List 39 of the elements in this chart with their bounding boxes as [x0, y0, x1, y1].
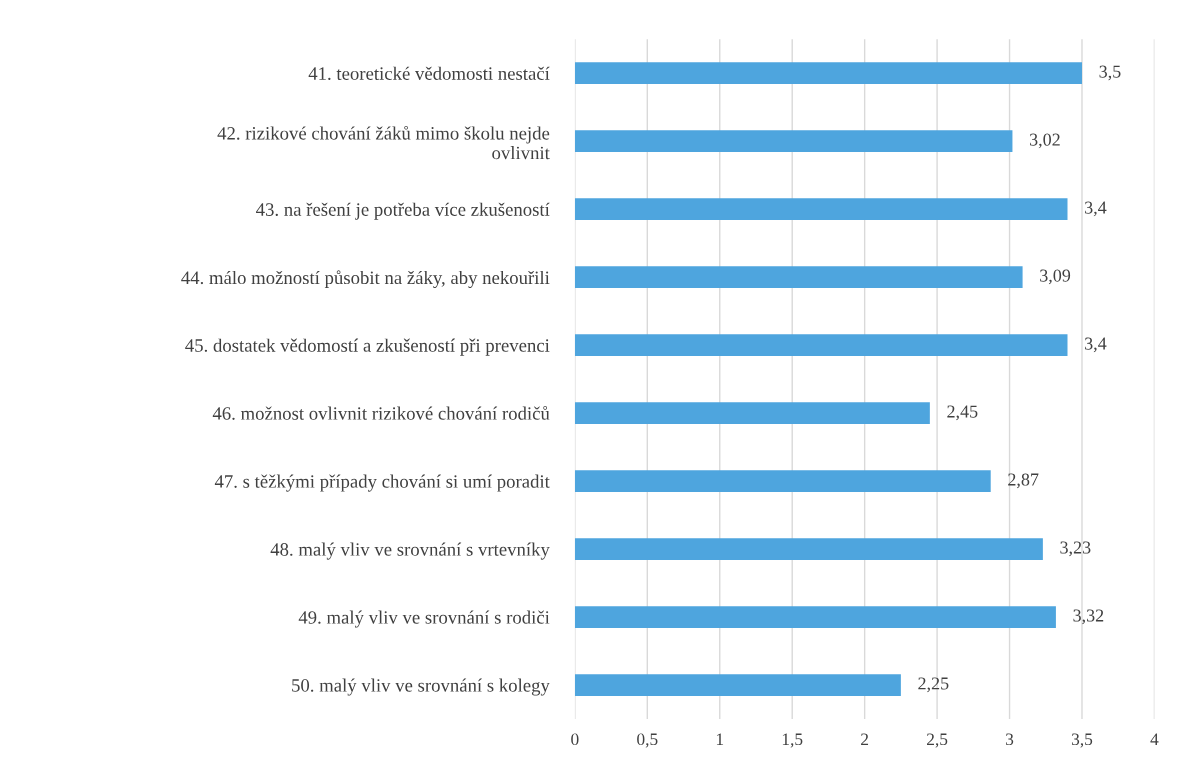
data-label: 3,4	[1085, 201, 1107, 217]
data-label: 2,25	[918, 677, 949, 693]
data-label: 3,4	[1085, 337, 1107, 353]
data-label: 3,09	[1040, 269, 1071, 285]
bar	[574, 62, 1082, 85]
data-label: 3,23	[1060, 541, 1091, 557]
x-tick-label: 1,5	[782, 733, 803, 748]
y-tick-label: 50. malý vliv ve srovnání s kolegy	[292, 678, 550, 696]
y-tick-label: 43. na řešení je potřeba více zkušeností	[256, 202, 550, 220]
x-tick-label: 4	[1150, 733, 1159, 745]
y-tick-label: 44. málo možností působit na žáky, aby nekouřili	[181, 270, 550, 288]
x-tick-label: 1	[716, 733, 724, 745]
y-tick-label: 45. dostatek vědomostí a zkušeností při prevenci	[185, 338, 550, 356]
y-tick-label: 41. teoretické vědomosti nestačí	[308, 66, 550, 80]
data-label: 2,45	[947, 405, 978, 421]
data-label: 2,87	[1008, 473, 1039, 489]
bar	[574, 538, 1043, 560]
y-tick-label: 48. malý vliv ve srovnání s vrtevníky	[270, 542, 550, 560]
y-tick-label: 46. možnost ovlivnit rizikové chování rodičů	[212, 406, 550, 420]
data-label: 3,5	[1099, 65, 1121, 81]
bar	[574, 402, 930, 424]
y-tick-label: 49. malý vliv ve srovnání s rodiči	[298, 610, 550, 628]
x-tick-label: 0	[571, 733, 579, 746]
x-tick-label: 0,5	[637, 733, 658, 748]
x-tick-label: 2	[861, 733, 869, 745]
data-label: 3,02	[1029, 133, 1060, 149]
bar	[574, 674, 901, 696]
bar	[574, 130, 1013, 153]
data-label: 3,32	[1073, 609, 1104, 625]
bar	[574, 334, 1068, 356]
x-tick-label: 2,5	[927, 733, 948, 748]
bar	[574, 470, 991, 492]
y-tick-label: 47. s těžkými případy chování si umí poradit	[214, 474, 550, 492]
x-tick-label: 3	[1006, 733, 1014, 746]
y-tick-label: 42. rizikové chování žáků mimo školu nejde ovlivnit	[217, 125, 550, 160]
bar	[574, 266, 1023, 289]
bar	[574, 606, 1056, 628]
x-tick-label: 3,5	[1071, 733, 1093, 748]
bar	[574, 198, 1068, 221]
